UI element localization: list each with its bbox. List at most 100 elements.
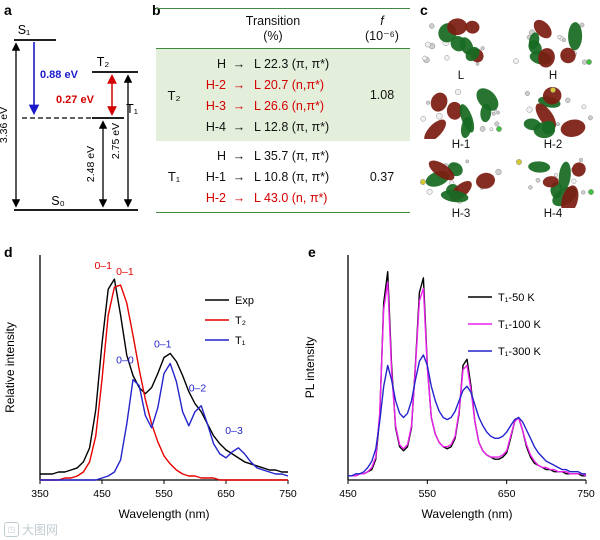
label-gap-027: 0.27 eV (56, 94, 95, 106)
label-s0: S₀ (51, 194, 65, 208)
state-label: T₂ (167, 87, 181, 103)
watermark: ◳ 大图网 (4, 521, 58, 538)
atom-dot (535, 177, 541, 183)
atom-dot (565, 97, 571, 103)
x-axis-label: Wavelength (nm) (119, 507, 210, 521)
x-tick-label: 650 (498, 488, 516, 500)
transition-table: Transition (%) f (10⁻⁶) T₂ H → L 22.3 (π, … (156, 8, 410, 213)
atom-dot (436, 112, 443, 120)
col-header-f: f (10⁻⁶) (365, 14, 399, 43)
orbital-cell: H-2 (508, 85, 598, 154)
orbital-lobe (447, 18, 468, 36)
legend-label: Exp (235, 295, 254, 307)
atom-dot (475, 62, 480, 66)
panel-letter-a: a (4, 2, 12, 18)
orbital-cell: H (508, 16, 598, 85)
orbital-label: H-3 (451, 208, 471, 220)
orbital-label: L (457, 70, 465, 82)
table-row: H → L 35.7 (π, π*) (216, 148, 330, 163)
orbital-lobe (528, 161, 551, 173)
atom-dot (578, 157, 584, 163)
orbital-label: H (548, 70, 558, 82)
atom-dot (587, 115, 593, 121)
peak-annotation: 0–3 (225, 425, 243, 437)
atom-dot (424, 41, 431, 48)
state-label: T₁ (167, 169, 181, 184)
atom-dot (553, 173, 558, 177)
y-axis-label: Relative intensity (3, 322, 17, 413)
atom-dot (491, 111, 496, 116)
arrow-icon: → (232, 98, 246, 113)
series-line-T₁-100 K (348, 281, 587, 477)
peak-annotation: 0–0 (116, 354, 134, 366)
atom-dot (581, 104, 587, 110)
x-tick-label: 750 (279, 488, 297, 500)
label-336ev: 3.36 eV (0, 107, 10, 143)
orbital-cell: L (416, 16, 506, 85)
orbital-lobe (446, 101, 463, 120)
x-tick-label: 450 (339, 488, 357, 500)
orbital-image-H-1 (420, 88, 502, 139)
col-header-transition: Transition (%) (245, 14, 301, 43)
legend-label: T₂ (235, 315, 246, 327)
orbital-image-H-4 (516, 157, 594, 208)
spectra-chart-e: 450 550 650 750 T₁-50 K T₁-100 K T₁-300 K Wavel… (303, 255, 595, 521)
orbital-lobe (533, 122, 555, 139)
y-axis-label: PL intensity (303, 337, 317, 399)
hetero-atom-dot (588, 189, 594, 195)
orbital-cell: H-3 (416, 154, 506, 223)
atom-dot (422, 55, 428, 61)
panel-letter-b: b (152, 2, 161, 18)
peak-annotation: 0–1 (154, 338, 172, 350)
x-tick-label: 550 (155, 488, 173, 500)
orbital-image-H-3 (420, 159, 502, 204)
legend-label: T₁-50 K (498, 292, 535, 304)
table-header: Transition (%) f (10⁻⁶) (156, 8, 410, 49)
atom-dot (480, 46, 485, 51)
orbital-lobe (459, 104, 475, 133)
x-axis-label: Wavelength (nm) (422, 507, 513, 521)
orbital-lobe (558, 161, 571, 191)
orbital-image-H (513, 19, 592, 68)
series-line-T₁ (40, 362, 289, 481)
atom-dot (454, 89, 462, 96)
atom-dot (556, 122, 560, 127)
orbital-lobe (560, 119, 586, 137)
atom-dot (526, 106, 533, 113)
watermark-logo-icon: ◳ (4, 522, 19, 537)
label-275ev: 2.75 eV (110, 123, 122, 159)
atom-dot (465, 159, 470, 164)
label-248ev: 2.48 eV (85, 146, 97, 182)
atom-dot (426, 100, 431, 105)
series-line-T₁-300 K (348, 354, 586, 477)
hetero-atom-dot (516, 159, 522, 165)
peak-annotation: 0–1 (116, 266, 134, 278)
oscillator-strength-value: 1.08 (369, 88, 395, 102)
oscillator-strength-value: 0.37 (369, 169, 395, 184)
atom-dot (581, 59, 588, 65)
orbital-lobe (430, 92, 448, 112)
orbital-label: H-2 (543, 139, 563, 151)
atom-dot (495, 168, 502, 176)
atom-dot (571, 178, 577, 184)
orbital-lobe (459, 37, 474, 55)
atom-dot (444, 55, 450, 61)
orbital-lobe (528, 32, 540, 50)
atom-dot (429, 23, 435, 29)
orbital-lobe (542, 86, 562, 105)
orbital-image-L (422, 18, 485, 66)
series-line-T₂ (40, 284, 288, 481)
orbital-image-H-2 (523, 86, 593, 139)
atom-dot (557, 35, 562, 40)
label-t1: T₁ (126, 102, 138, 116)
orbital-lobe (542, 176, 559, 188)
atom-dot (489, 127, 494, 132)
atom-dot (579, 22, 585, 28)
legend-label: T₁ (235, 335, 246, 347)
orbital-cell: H-1 (416, 85, 506, 154)
label-t2: T₂ (97, 55, 110, 69)
arrow-icon: → (232, 56, 246, 71)
hetero-atom-dot (586, 59, 592, 65)
table-row: H → L 22.3 (π, π*) (216, 56, 330, 71)
label-s1: S₁ (18, 23, 31, 37)
